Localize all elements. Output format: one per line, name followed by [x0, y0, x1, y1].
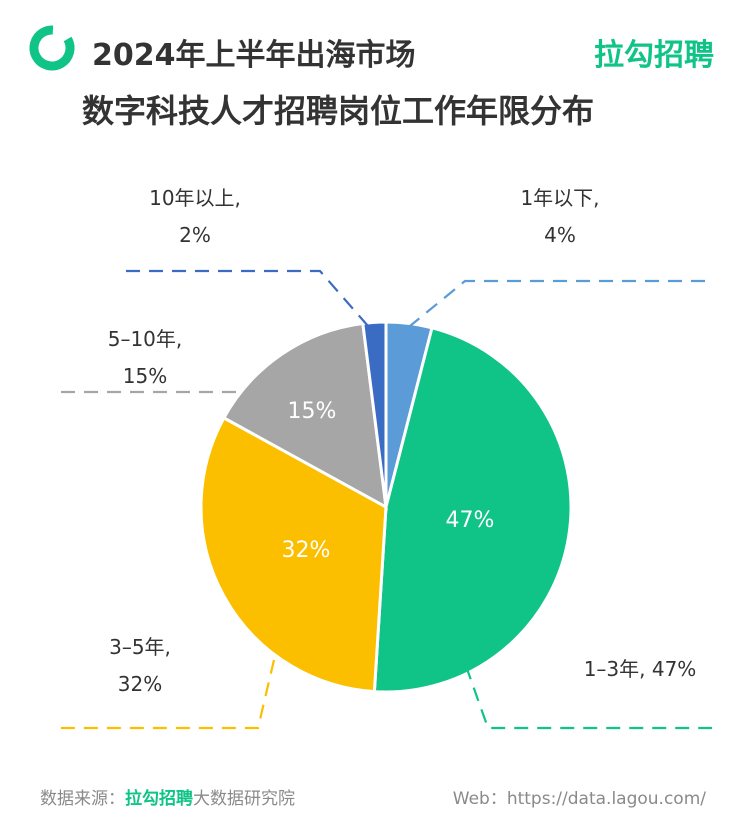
- pie-slice-2: [199, 415, 388, 694]
- callout-line-4: [118, 269, 369, 327]
- slice-label-1: 47%: [446, 508, 495, 533]
- source-label: 数据来源：: [40, 789, 125, 809]
- callout-label-4: 10年以上,: [149, 186, 241, 210]
- callout-line-1: [464, 665, 712, 730]
- callout-label-0: 1年以下,: [520, 186, 599, 210]
- callout-percent-0: 4%: [544, 223, 576, 247]
- callout-line-2: [60, 659, 276, 730]
- callout-label-1: 1–3年, 47%: [584, 657, 697, 681]
- chart-title-line2: 数字科技人才招聘岗位工作年限分布: [82, 92, 595, 130]
- website-url: Web：https://data.lagou.com/: [452, 789, 706, 809]
- callout-label-3: 5–10年,: [108, 327, 183, 351]
- pie-slice-1: [372, 325, 573, 694]
- callout-percent-3: 15%: [123, 364, 167, 388]
- pie-slice-3: [221, 321, 388, 510]
- callout-percent-4: 2%: [179, 223, 211, 247]
- source-suffix: 大数据研究院: [193, 789, 295, 809]
- callout-line-0: [409, 279, 705, 327]
- chart-title-line1: 2024年上半年出海市场: [92, 38, 416, 73]
- callout-percent-2: 32%: [118, 672, 162, 696]
- source-brand: 拉勾招聘: [125, 789, 193, 809]
- callout-label-2: 3–5年,: [109, 635, 171, 659]
- data-source: 数据来源：拉勾招聘大数据研究院: [40, 784, 295, 809]
- slice-label-3: 15%: [288, 399, 337, 424]
- pie-slice-4: [361, 320, 388, 508]
- brand-logo-text: 拉勾招聘: [594, 38, 714, 73]
- slice-label-2: 32%: [282, 538, 331, 563]
- lagou-logo-icon: [29, 25, 75, 71]
